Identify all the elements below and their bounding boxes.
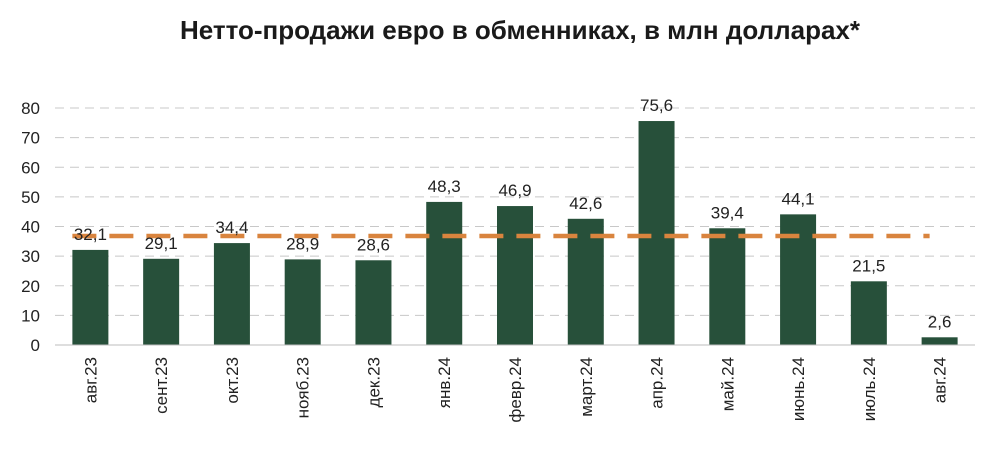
x-tick-label: май.24 <box>718 357 737 411</box>
bar <box>638 121 675 345</box>
bar <box>143 258 180 345</box>
y-tick-label: 10 <box>21 306 40 325</box>
bar <box>921 337 958 345</box>
data-label: 39,4 <box>711 203 744 222</box>
bar <box>72 249 109 345</box>
bar <box>497 206 533 345</box>
data-label: 34,4 <box>215 218 248 237</box>
x-tick-label: янв.24 <box>435 357 454 408</box>
bar <box>213 243 250 345</box>
data-label: 29,1 <box>145 234 178 253</box>
y-axis: 0 10 20 30 40 50 60 70 80 <box>21 99 40 355</box>
data-label: 46,9 <box>498 181 531 200</box>
x-tick-label: окт.23 <box>223 357 242 404</box>
y-tick-label: 0 <box>31 336 40 355</box>
x-tick-label: март.24 <box>577 357 596 417</box>
y-tick-label: 40 <box>21 218 40 237</box>
data-labels: 32,1 29,1 34,4 28,9 28,6 48,3 46,9 42,6 75,6 39,4… <box>74 96 952 331</box>
y-tick-label: 70 <box>21 129 40 148</box>
gridlines <box>55 107 975 316</box>
data-label: 48,3 <box>428 177 461 196</box>
data-label: 2,6 <box>928 312 952 331</box>
bar <box>850 281 887 345</box>
bar <box>284 259 321 345</box>
x-tick-label: июнь.24 <box>789 357 808 421</box>
y-tick-label: 50 <box>21 188 40 207</box>
data-label: 75,6 <box>640 96 673 115</box>
x-tick-label: дек.23 <box>364 357 383 407</box>
data-label: 32,1 <box>74 225 107 244</box>
x-tick-label: февр.24 <box>506 357 525 423</box>
y-tick-label: 60 <box>21 158 40 177</box>
y-tick-label: 20 <box>21 277 40 296</box>
data-label: 44,1 <box>782 189 815 208</box>
x-tick-label: нояб.23 <box>294 357 313 418</box>
data-label: 28,9 <box>286 234 319 253</box>
bar <box>355 260 392 345</box>
data-label: 21,5 <box>852 256 885 275</box>
x-tick-label: сент.23 <box>152 357 171 414</box>
data-label: 42,6 <box>569 194 602 213</box>
y-tick-label: 80 <box>21 99 40 118</box>
x-tick-label: авг.24 <box>931 357 950 403</box>
x-tick-label: апр.24 <box>648 357 667 409</box>
data-label: 28,6 <box>357 235 390 254</box>
bar <box>426 201 463 345</box>
x-axis: авг.23 сент.23 окт.23 нояб.23 дек.23 янв.24 фе… <box>55 344 975 423</box>
x-tick-label: июль.24 <box>860 357 879 421</box>
chart-title: Нетто-продажи евро в обменниках, в млн д… <box>179 15 861 45</box>
bar <box>709 228 746 345</box>
bar <box>567 218 604 345</box>
y-tick-label: 30 <box>21 247 40 266</box>
x-tick-label: авг.23 <box>81 357 100 403</box>
bars <box>72 121 958 345</box>
